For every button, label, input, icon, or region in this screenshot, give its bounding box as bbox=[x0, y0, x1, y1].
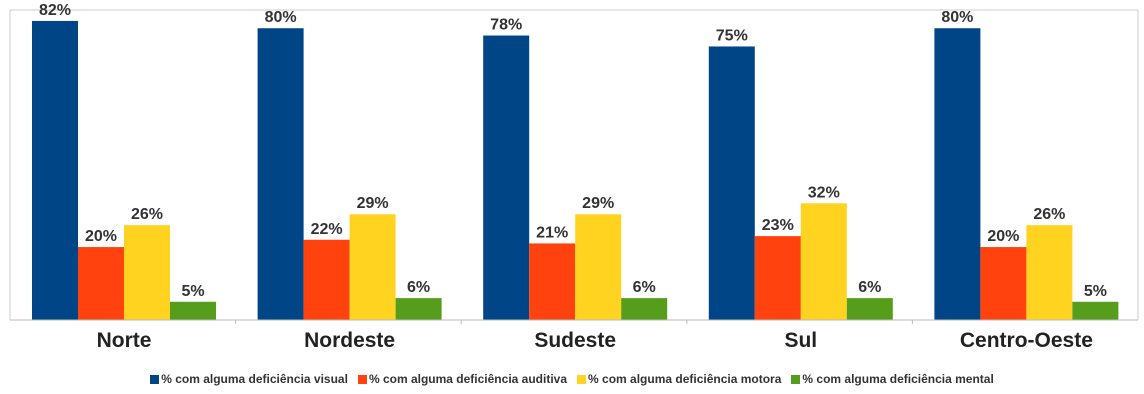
bar-norte-series-3 bbox=[124, 225, 170, 320]
data-label: 20% bbox=[85, 228, 117, 245]
legend-swatch bbox=[357, 374, 367, 384]
data-label: 82% bbox=[39, 2, 71, 19]
bar-centro-oeste-series-2 bbox=[980, 247, 1027, 320]
bar-centro-oeste-series-3 bbox=[1026, 225, 1073, 320]
bar-sul-series-3 bbox=[800, 203, 847, 320]
category-label: Sul bbox=[784, 329, 817, 352]
data-label: 6% bbox=[858, 279, 881, 296]
data-label: 75% bbox=[716, 27, 748, 44]
data-label: 6% bbox=[407, 279, 430, 296]
bar-norte-series-1 bbox=[32, 20, 78, 321]
bar-sudeste-series-2 bbox=[529, 243, 576, 320]
legend-swatch bbox=[577, 374, 587, 384]
data-label: 20% bbox=[987, 228, 1019, 245]
bar-nordeste-series-3 bbox=[349, 214, 396, 320]
category-label: Centro-Oeste bbox=[960, 329, 1093, 352]
category-label: Norte bbox=[97, 329, 152, 352]
data-label: 23% bbox=[762, 217, 794, 234]
data-label: 26% bbox=[1033, 206, 1065, 223]
data-label: 80% bbox=[265, 9, 297, 26]
bar-sudeste-series-3 bbox=[575, 214, 622, 320]
data-label: 78% bbox=[490, 17, 522, 34]
bar-sul-series-2 bbox=[754, 236, 801, 320]
legend-item: % com alguma deficiência mental bbox=[791, 372, 994, 386]
bar-nordeste-series-4 bbox=[395, 298, 442, 320]
data-label: 26% bbox=[131, 206, 163, 223]
legend-label: % com alguma deficiência visual bbox=[161, 372, 348, 386]
bar-centro-oeste-series-4 bbox=[1072, 301, 1119, 320]
data-label: 80% bbox=[941, 9, 973, 26]
data-label: 6% bbox=[633, 279, 656, 296]
category-label: Sudeste bbox=[534, 329, 616, 352]
legend-label: % com alguma deficiência auditiva bbox=[368, 372, 568, 386]
legend-item: % com alguma deficiência auditiva bbox=[357, 372, 568, 386]
bar-sul-series-1 bbox=[708, 46, 755, 321]
bar-centro-oeste-series-1 bbox=[934, 28, 981, 321]
bar-nordeste-series-1 bbox=[257, 28, 304, 321]
legend-label: % com alguma deficiência motora bbox=[588, 372, 782, 386]
bar-sul-series-4 bbox=[846, 298, 893, 320]
legend-label: % com alguma deficiência mental bbox=[802, 372, 994, 386]
bar-nordeste-series-2 bbox=[303, 239, 350, 320]
data-label: 21% bbox=[536, 224, 568, 241]
bar-norte-series-2 bbox=[78, 247, 124, 320]
data-label: 5% bbox=[1084, 283, 1107, 300]
legend: % com alguma deficiência visual % com alg… bbox=[0, 372, 1144, 386]
bar-sudeste-series-1 bbox=[483, 35, 530, 320]
bar-sudeste-series-4 bbox=[621, 298, 668, 320]
data-label: 5% bbox=[181, 283, 204, 300]
data-label: 29% bbox=[582, 195, 614, 212]
legend-item: % com alguma deficiência visual bbox=[150, 372, 348, 386]
legend-swatch bbox=[150, 374, 160, 384]
bar-norte-series-4 bbox=[170, 301, 216, 320]
data-label: 32% bbox=[808, 184, 840, 201]
data-label: 29% bbox=[357, 195, 389, 212]
legend-swatch bbox=[791, 374, 801, 384]
data-label: 22% bbox=[311, 221, 343, 238]
category-label: Nordeste bbox=[304, 329, 395, 352]
legend-item: % com alguma deficiência motora bbox=[577, 372, 781, 386]
